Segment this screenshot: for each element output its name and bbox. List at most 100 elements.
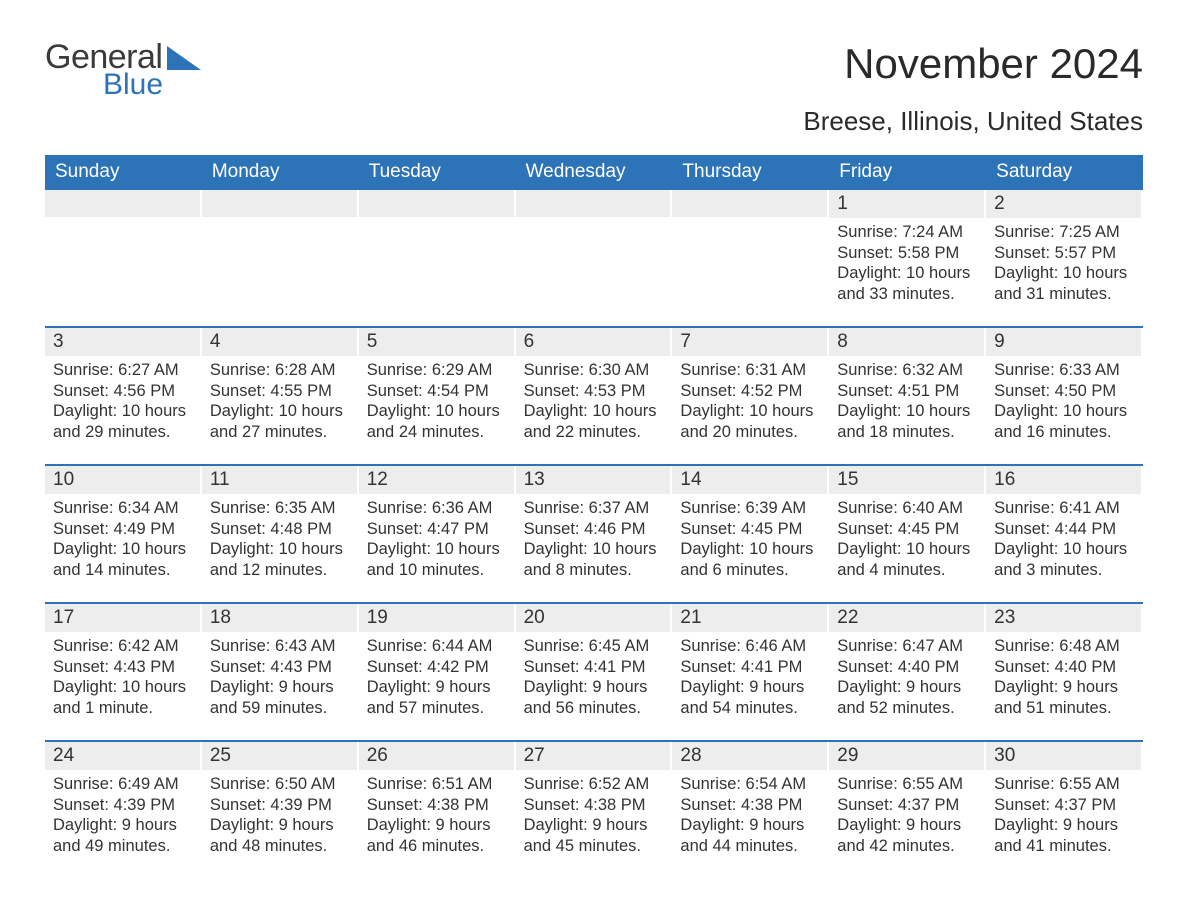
day-body: Sunrise: 6:41 AMSunset: 4:44 PMDaylight:… [986, 494, 1141, 581]
day-body: Sunrise: 6:34 AMSunset: 4:49 PMDaylight:… [45, 494, 200, 581]
day-number [45, 190, 200, 217]
sunrise-line: Sunrise: 6:44 AM [367, 636, 506, 657]
day-body: Sunrise: 6:27 AMSunset: 4:56 PMDaylight:… [45, 356, 200, 443]
day-body: Sunrise: 7:25 AMSunset: 5:57 PMDaylight:… [986, 218, 1141, 305]
sunrise-line: Sunrise: 7:25 AM [994, 222, 1133, 243]
sunset-line: Sunset: 4:52 PM [680, 381, 819, 402]
sunrise-line: Sunrise: 6:54 AM [680, 774, 819, 795]
day-body: Sunrise: 6:29 AMSunset: 4:54 PMDaylight:… [359, 356, 514, 443]
day-cell: 11Sunrise: 6:35 AMSunset: 4:48 PMDayligh… [202, 466, 359, 586]
sunrise-line: Sunrise: 7:24 AM [837, 222, 976, 243]
day-body: Sunrise: 6:28 AMSunset: 4:55 PMDaylight:… [202, 356, 357, 443]
day-cell: 9Sunrise: 6:33 AMSunset: 4:50 PMDaylight… [986, 328, 1143, 448]
daylight-line-1: Daylight: 9 hours [680, 677, 819, 698]
day-cell: 1Sunrise: 7:24 AMSunset: 5:58 PMDaylight… [829, 190, 986, 310]
day-number: 10 [45, 466, 200, 494]
daylight-line-2: and 3 minutes. [994, 560, 1133, 581]
sunset-line: Sunset: 4:40 PM [837, 657, 976, 678]
sunset-line: Sunset: 4:39 PM [210, 795, 349, 816]
dow-header-cell: Sunday [45, 155, 202, 190]
day-body: Sunrise: 6:54 AMSunset: 4:38 PMDaylight:… [672, 770, 827, 857]
day-body: Sunrise: 6:46 AMSunset: 4:41 PMDaylight:… [672, 632, 827, 719]
week-row: 1Sunrise: 7:24 AMSunset: 5:58 PMDaylight… [45, 190, 1143, 310]
sunset-line: Sunset: 4:46 PM [524, 519, 663, 540]
daylight-line-1: Daylight: 9 hours [994, 677, 1133, 698]
sunrise-line: Sunrise: 6:29 AM [367, 360, 506, 381]
day-cell: 30Sunrise: 6:55 AMSunset: 4:37 PMDayligh… [986, 742, 1143, 862]
dow-header-cell: Friday [829, 155, 986, 190]
day-body: Sunrise: 6:55 AMSunset: 4:37 PMDaylight:… [986, 770, 1141, 857]
header: General Blue November 2024 Breese, Illin… [45, 40, 1143, 137]
daylight-line-2: and 33 minutes. [837, 284, 976, 305]
week-row: 24Sunrise: 6:49 AMSunset: 4:39 PMDayligh… [45, 740, 1143, 862]
day-number: 20 [516, 604, 671, 632]
daylight-line-1: Daylight: 10 hours [524, 539, 663, 560]
day-number: 26 [359, 742, 514, 770]
day-cell-empty [359, 190, 516, 310]
day-number: 16 [986, 466, 1141, 494]
day-number: 9 [986, 328, 1141, 356]
week-row: 17Sunrise: 6:42 AMSunset: 4:43 PMDayligh… [45, 602, 1143, 724]
sunrise-line: Sunrise: 6:43 AM [210, 636, 349, 657]
daylight-line-1: Daylight: 9 hours [210, 815, 349, 836]
dow-header-cell: Monday [202, 155, 359, 190]
sunset-line: Sunset: 4:45 PM [837, 519, 976, 540]
sunrise-line: Sunrise: 6:30 AM [524, 360, 663, 381]
day-cell: 2Sunrise: 7:25 AMSunset: 5:57 PMDaylight… [986, 190, 1143, 310]
sunset-line: Sunset: 4:37 PM [994, 795, 1133, 816]
sunset-line: Sunset: 4:50 PM [994, 381, 1133, 402]
logo-word-blue: Blue [103, 70, 163, 100]
daylight-line-1: Daylight: 10 hours [367, 539, 506, 560]
daylight-line-2: and 16 minutes. [994, 422, 1133, 443]
sunrise-line: Sunrise: 6:55 AM [994, 774, 1133, 795]
day-body: Sunrise: 6:47 AMSunset: 4:40 PMDaylight:… [829, 632, 984, 719]
day-body: Sunrise: 6:30 AMSunset: 4:53 PMDaylight:… [516, 356, 671, 443]
day-number [202, 190, 357, 217]
day-cell: 10Sunrise: 6:34 AMSunset: 4:49 PMDayligh… [45, 466, 202, 586]
dow-header-row: SundayMondayTuesdayWednesdayThursdayFrid… [45, 155, 1143, 190]
calendar: SundayMondayTuesdayWednesdayThursdayFrid… [45, 155, 1143, 862]
daylight-line-1: Daylight: 9 hours [210, 677, 349, 698]
daylight-line-2: and 8 minutes. [524, 560, 663, 581]
daylight-line-2: and 52 minutes. [837, 698, 976, 719]
sunset-line: Sunset: 4:38 PM [367, 795, 506, 816]
daylight-line-1: Daylight: 9 hours [53, 815, 192, 836]
day-number: 7 [672, 328, 827, 356]
sunset-line: Sunset: 5:57 PM [994, 243, 1133, 264]
day-body: Sunrise: 6:33 AMSunset: 4:50 PMDaylight:… [986, 356, 1141, 443]
sunset-line: Sunset: 4:43 PM [53, 657, 192, 678]
day-cell: 21Sunrise: 6:46 AMSunset: 4:41 PMDayligh… [672, 604, 829, 724]
sunrise-line: Sunrise: 6:40 AM [837, 498, 976, 519]
day-number [516, 190, 671, 217]
daylight-line-1: Daylight: 9 hours [837, 815, 976, 836]
day-body: Sunrise: 6:44 AMSunset: 4:42 PMDaylight:… [359, 632, 514, 719]
day-body: Sunrise: 6:49 AMSunset: 4:39 PMDaylight:… [45, 770, 200, 857]
daylight-line-2: and 22 minutes. [524, 422, 663, 443]
day-number: 18 [202, 604, 357, 632]
daylight-line-2: and 57 minutes. [367, 698, 506, 719]
sunset-line: Sunset: 4:38 PM [524, 795, 663, 816]
sunrise-line: Sunrise: 6:34 AM [53, 498, 192, 519]
day-number: 13 [516, 466, 671, 494]
daylight-line-2: and 1 minute. [53, 698, 192, 719]
month-title: November 2024 [803, 40, 1143, 88]
day-body: Sunrise: 6:43 AMSunset: 4:43 PMDaylight:… [202, 632, 357, 719]
day-cell: 8Sunrise: 6:32 AMSunset: 4:51 PMDaylight… [829, 328, 986, 448]
sunrise-line: Sunrise: 6:52 AM [524, 774, 663, 795]
day-cell: 28Sunrise: 6:54 AMSunset: 4:38 PMDayligh… [672, 742, 829, 862]
sunrise-line: Sunrise: 6:33 AM [994, 360, 1133, 381]
logo: General Blue [45, 40, 201, 100]
daylight-line-1: Daylight: 10 hours [680, 539, 819, 560]
daylight-line-2: and 54 minutes. [680, 698, 819, 719]
sunrise-line: Sunrise: 6:51 AM [367, 774, 506, 795]
day-number: 29 [829, 742, 984, 770]
sunrise-line: Sunrise: 6:50 AM [210, 774, 349, 795]
sunrise-line: Sunrise: 6:47 AM [837, 636, 976, 657]
sunrise-line: Sunrise: 6:46 AM [680, 636, 819, 657]
daylight-line-2: and 46 minutes. [367, 836, 506, 857]
day-cell: 12Sunrise: 6:36 AMSunset: 4:47 PMDayligh… [359, 466, 516, 586]
sunset-line: Sunset: 4:37 PM [837, 795, 976, 816]
daylight-line-2: and 18 minutes. [837, 422, 976, 443]
day-body: Sunrise: 6:36 AMSunset: 4:47 PMDaylight:… [359, 494, 514, 581]
sunset-line: Sunset: 5:58 PM [837, 243, 976, 264]
